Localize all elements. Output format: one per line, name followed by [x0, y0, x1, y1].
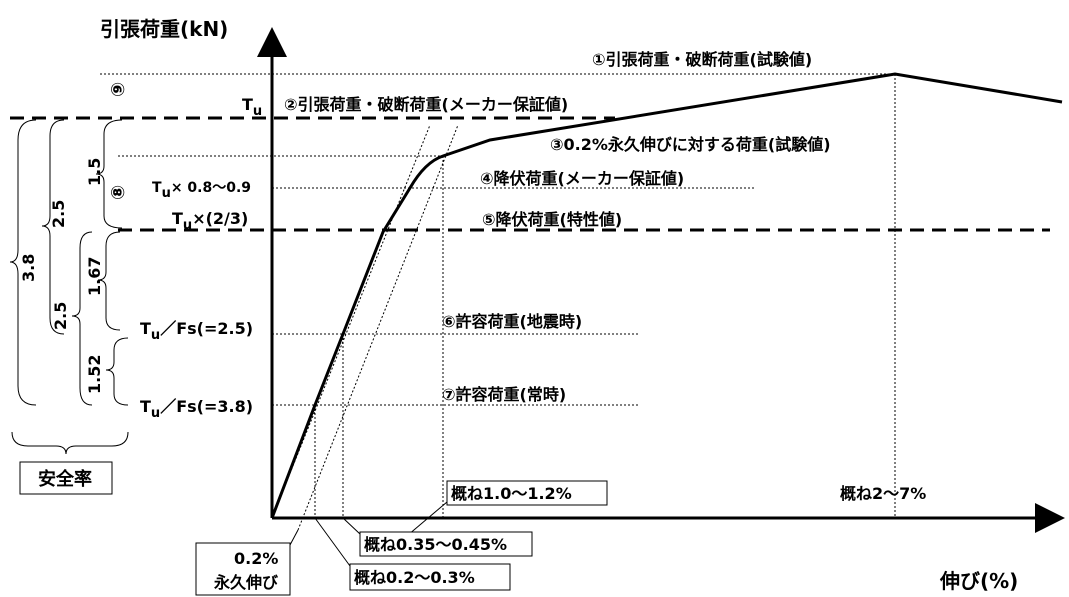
- annotation-7: ⑦許容荷重(常時): [442, 385, 566, 404]
- callout-box-3: [359, 531, 533, 557]
- callout-2: 概ね2〜7%: [840, 484, 926, 503]
- callout-box-1: [446, 480, 608, 506]
- label-fs-2-5: Tu／Fs(=2.5): [140, 319, 253, 343]
- marker-8: ⑧: [108, 185, 129, 200]
- annotation-3: ③0.2%永久伸びに対する荷重(試験値): [550, 135, 831, 154]
- marker-9: ⑨: [108, 82, 129, 97]
- annotation-2: ②引張荷重・破断荷重(メーカー保証値): [284, 95, 568, 114]
- brace-3-8: [9, 119, 37, 406]
- label-tu: Tu: [242, 95, 262, 119]
- sf-1-67: 1.67: [85, 257, 104, 296]
- x-axis-label: 伸び(%): [939, 569, 1018, 593]
- sf-2-5-upper: 2.5: [49, 200, 68, 228]
- brace-2-5-upper: [41, 119, 65, 335]
- annotation-4: ④降伏荷重(メーカー保証値): [480, 169, 684, 188]
- annotation-5: ⑤降伏荷重(特性値): [482, 210, 622, 229]
- annotation-6: ⑥許容荷重(地震時): [442, 312, 582, 331]
- label-yield-range: Tu× 0.8〜0.9: [152, 180, 251, 201]
- brace-safety-factor: [11, 431, 129, 455]
- callout-5-line1: 0.2%: [234, 549, 278, 568]
- sf-3-8: 3.8: [19, 254, 38, 282]
- callout-3: 概ね0.35〜0.45%: [364, 535, 507, 554]
- callout-leader-4: [314, 517, 351, 567]
- safety-factor-box: [19, 461, 113, 495]
- y-axis-label: 引張荷重(kN): [100, 17, 228, 41]
- label-fs-3-8: Tu／Fs(=3.8): [140, 397, 253, 421]
- load-elongation-curve: [270, 72, 1063, 519]
- callout-box-5: [195, 542, 291, 596]
- offset-line-0.2pct: [297, 124, 459, 531]
- callout-leader-5: [289, 529, 299, 546]
- brace-1-67: [97, 231, 121, 331]
- label-two-thirds: Tu×(2/3): [172, 209, 248, 233]
- offset-line-initial: [271, 124, 431, 519]
- sf-2-5-lower: 2.5: [51, 302, 70, 330]
- callout-4: 概ね0.2〜0.3%: [354, 568, 475, 587]
- callout-5-line2: 永久伸び: [213, 573, 279, 592]
- callout-1: 概ね1.0〜1.2%: [451, 484, 572, 503]
- brace-2-5-lower: [71, 231, 93, 406]
- annotation-1: ①引張荷重・破断荷重(試験値): [592, 50, 812, 69]
- brace-1-5: [95, 119, 123, 229]
- brace-1-52: [105, 337, 129, 406]
- sf-1-52: 1.52: [85, 355, 104, 394]
- safety-factor-caption: 安全率: [38, 468, 92, 490]
- callout-leader-3: [342, 517, 361, 535]
- callout-box-4: [349, 563, 511, 591]
- sf-1-5: 1.5: [85, 158, 104, 186]
